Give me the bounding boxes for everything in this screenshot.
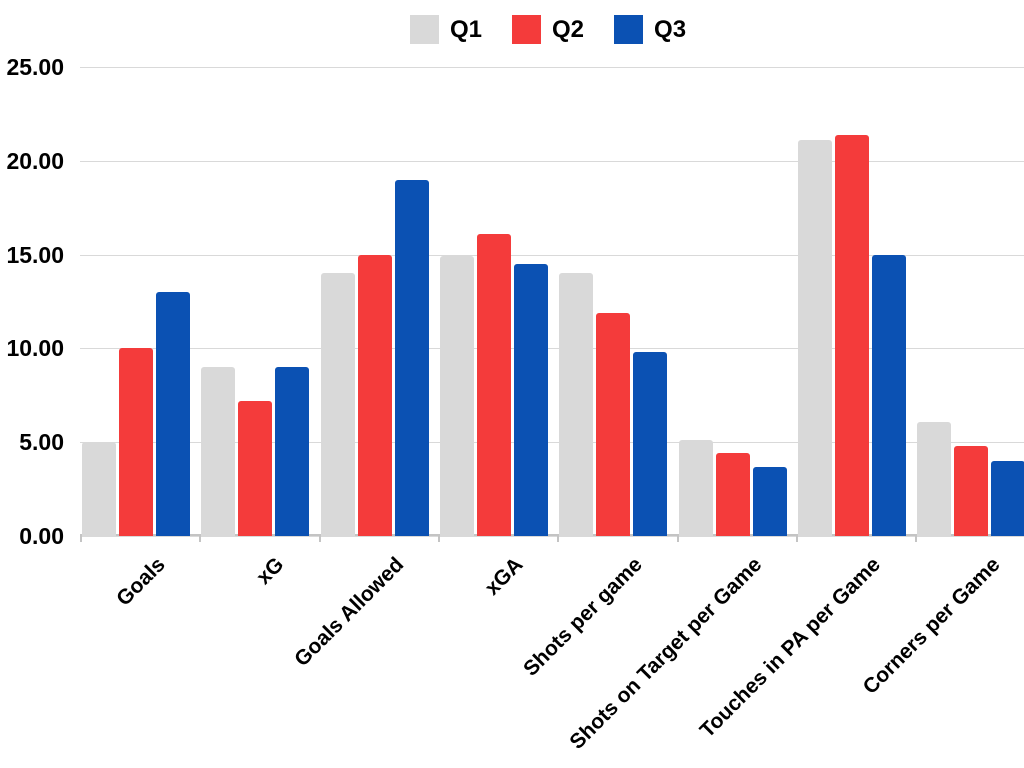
gridline — [80, 160, 1024, 162]
bar-q2-xga — [476, 233, 511, 536]
bar-q1-xg — [201, 367, 236, 536]
bar-q1-goals — [82, 442, 116, 536]
x-axis-tick — [795, 536, 798, 542]
x-axis-category-label: Shots per game — [518, 553, 647, 681]
legend-label: Q3 — [654, 15, 687, 43]
legend-label: Q1 — [450, 15, 483, 43]
x-axis-category-label: xG — [252, 553, 289, 590]
gridline — [80, 254, 1024, 256]
gridline — [80, 442, 1024, 444]
x-axis-category-label: Shots on Target per Game — [564, 553, 766, 754]
bar-q2-goals-allowed — [357, 254, 392, 536]
y-axis-tick-label: 10.00 — [6, 335, 64, 362]
plot-area — [80, 67, 1024, 542]
bar-q3-xga — [513, 263, 548, 536]
x-axis-category-label: Goals Allowed — [289, 553, 408, 672]
bar-q3-goals-allowed — [394, 179, 429, 536]
gridline — [80, 67, 1024, 68]
x-axis-tick — [915, 536, 918, 542]
gridline — [80, 536, 1024, 537]
x-axis-tick — [676, 536, 679, 542]
legend-item-q3: Q3 — [614, 15, 686, 44]
x-axis-tick — [80, 536, 82, 542]
bar-q3-goals — [156, 292, 190, 536]
y-axis-tick-label: 0.00 — [19, 523, 64, 549]
y-axis-tick-label: 15.00 — [6, 241, 64, 268]
bar-q3-shots-per-game — [633, 352, 668, 536]
legend-item-q2: Q2 — [512, 15, 584, 44]
bar-q2-corners-per-game — [954, 445, 989, 536]
x-axis-category-label: Corners per Game — [858, 553, 1005, 699]
bar-q2-touches-in-pa-per-game — [834, 134, 869, 536]
x-axis-category-label: Goals — [111, 553, 170, 611]
x-axis-category-label: xGA — [480, 553, 528, 600]
bar-q2-goals — [119, 348, 153, 536]
bar-q1-corners-per-game — [917, 421, 952, 536]
x-axis-line — [80, 534, 1024, 536]
legend-swatch-q3-icon — [614, 15, 644, 44]
bar-q2-shots-per-game — [596, 312, 631, 536]
bar-q3-shots-on-target-per-game — [752, 466, 787, 536]
legend-label: Q2 — [552, 15, 585, 43]
y-axis-tick-label: 25.00 — [6, 54, 64, 80]
bar-q3-touches-in-pa-per-game — [871, 254, 906, 536]
legend-swatch-q1-icon — [410, 15, 439, 44]
gridline — [80, 348, 1024, 350]
bar-q1-goals-allowed — [320, 273, 355, 536]
x-axis-tick — [318, 536, 321, 542]
bar-q2-xg — [238, 400, 273, 536]
bar-q1-shots-on-target-per-game — [678, 440, 713, 536]
legend-swatch-q2-icon — [512, 15, 542, 44]
bar-q1-xga — [439, 256, 474, 536]
x-axis-tick — [557, 536, 560, 542]
chart-legend: Q1 Q2 Q3 — [410, 15, 686, 44]
y-axis-tick-label: 20.00 — [6, 147, 64, 174]
y-axis-tick-label: 5.00 — [19, 429, 64, 456]
bar-q3-xg — [275, 367, 310, 536]
x-axis-tick — [199, 536, 202, 542]
x-axis-tick — [437, 536, 440, 542]
legend-item-q1: Q1 — [410, 15, 482, 44]
bar-q1-touches-in-pa-per-game — [797, 140, 832, 536]
bar-q3-corners-per-game — [991, 460, 1024, 536]
bar-q1-shots-per-game — [559, 273, 594, 536]
bar-q2-shots-on-target-per-game — [715, 453, 750, 536]
